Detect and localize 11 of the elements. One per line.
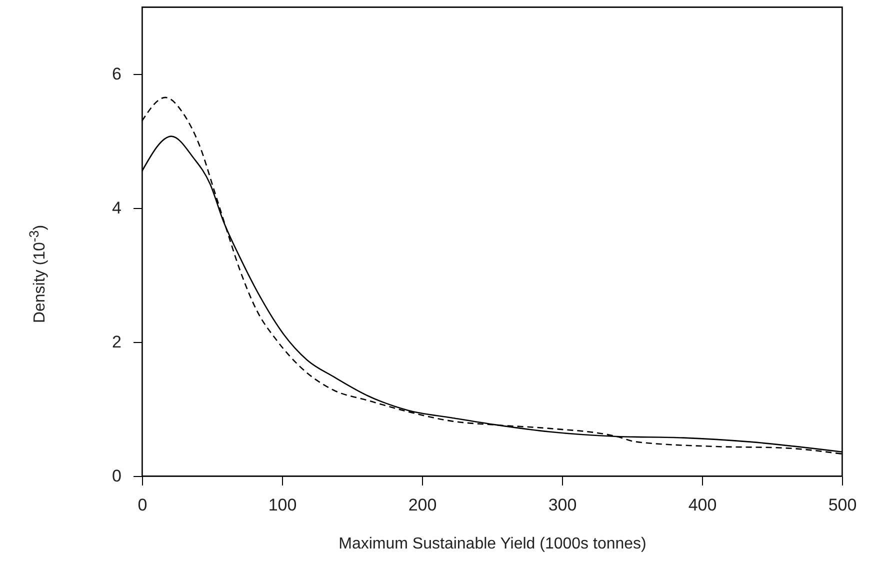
y-tick-label: 4 bbox=[112, 198, 122, 218]
x-tick-label: 500 bbox=[828, 496, 857, 514]
x-tick-label: 300 bbox=[548, 496, 577, 514]
x-axis-title: Maximum Sustainable Yield (1000s tonnes) bbox=[338, 536, 646, 552]
y-tick-label: 6 bbox=[112, 64, 122, 84]
x-tick-label: 400 bbox=[688, 496, 717, 514]
y-tick-label: 2 bbox=[112, 332, 122, 352]
x-tick-label: 100 bbox=[268, 496, 297, 514]
y-tick-label: 0 bbox=[112, 466, 122, 486]
x-tick-label: 200 bbox=[408, 496, 437, 514]
x-tick-label: 0 bbox=[138, 496, 148, 514]
